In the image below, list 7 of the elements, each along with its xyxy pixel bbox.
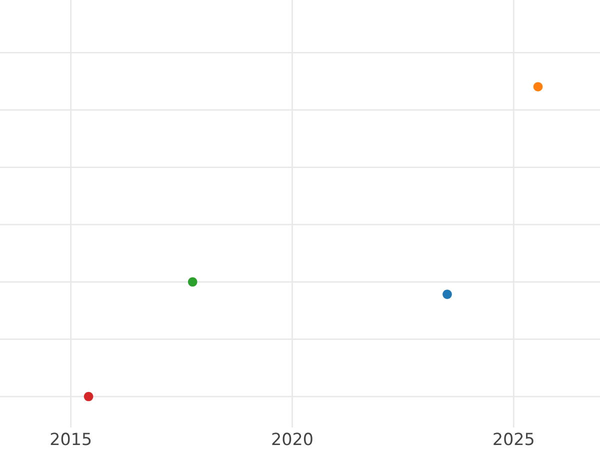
point	[442, 290, 452, 299]
x-tick-label: 2020	[272, 432, 312, 446]
point	[533, 82, 543, 92]
point	[188, 277, 198, 287]
x-tick-label: 2015	[50, 432, 91, 446]
x-tick-label: 2025	[494, 432, 534, 446]
point	[84, 392, 94, 402]
